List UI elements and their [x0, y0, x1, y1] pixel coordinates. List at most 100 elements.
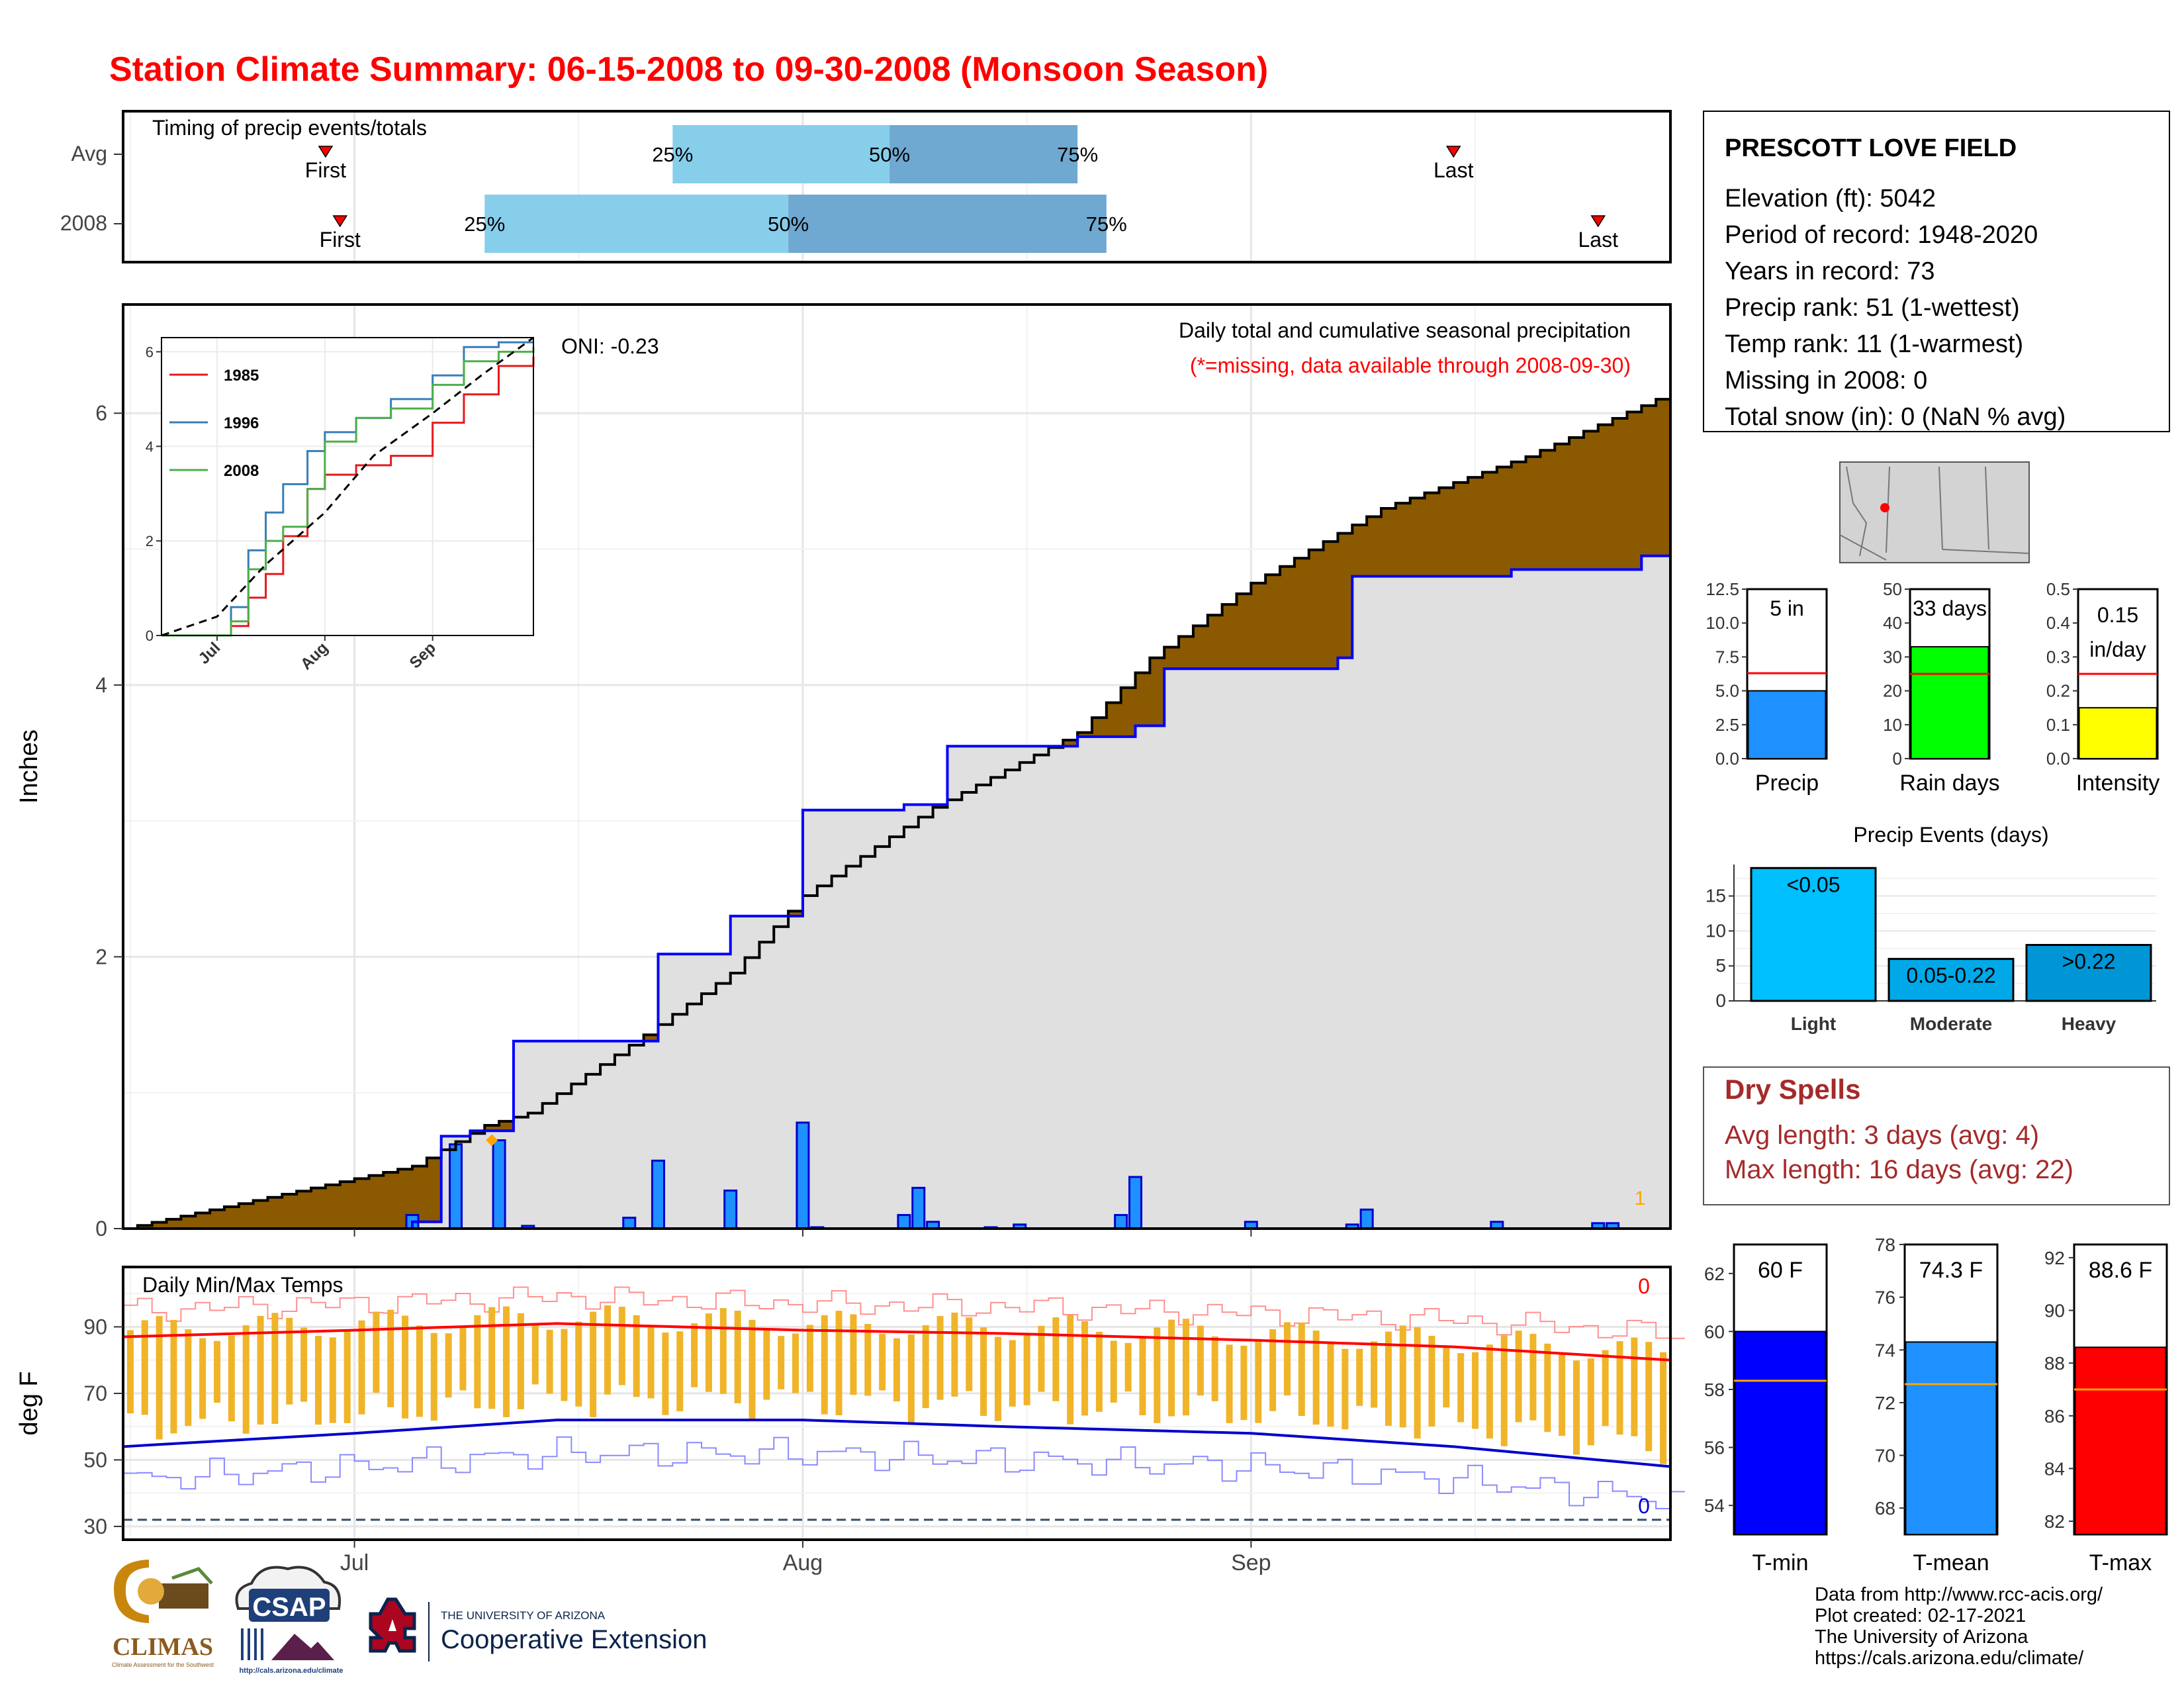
mini-bar-tick-label: 0.0 [1715, 749, 1739, 769]
daily-temp-range-bar [503, 1306, 510, 1417]
timing-last-label: Last [1578, 228, 1619, 252]
daily-temp-range-bar [1038, 1325, 1045, 1392]
mini-bar-value-0 [1747, 690, 1827, 759]
mini-bar-tick-label: 0.0 [2046, 749, 2070, 769]
temp-panel: 30 50 70 90 deg F Daily Min/Max Temps 0 0 J… [15, 1266, 1685, 1575]
temp-ytick-label: 70 [83, 1382, 107, 1405]
temp-summary-tick-label: 58 [1704, 1380, 1725, 1400]
daily-temp-range-bar [257, 1315, 264, 1425]
events-tick-label: 10 [1706, 920, 1726, 941]
daily-precip-bar [651, 1159, 665, 1230]
daily-temp-range-bar [734, 1311, 741, 1403]
inset-xtick-label: Jul [195, 639, 224, 668]
station-line: Total snow (in): 0 (NaN % avg) [1725, 403, 2066, 431]
dry-spells-max: Max length: 16 days (avg: 22) [1725, 1155, 2073, 1184]
mini-bar-tick-label: 0 [1893, 749, 1902, 769]
timing-first-marker [318, 146, 334, 158]
daily-temp-range-bar [271, 1313, 279, 1425]
daily-temp-range-bar [242, 1325, 250, 1434]
mini-bar-tick-label: 0.4 [2046, 613, 2070, 633]
daily-temp-range-bar [662, 1333, 669, 1415]
deficit-area [195, 1213, 210, 1229]
deficit-area [1612, 418, 1628, 570]
dry-spells-avg: Avg length: 3 days (avg: 4) [1725, 1121, 2039, 1150]
page-title: Station Climate Summary: 06-15-2008 to 0… [109, 50, 1268, 89]
mini-bar-tick-label: 20 [1883, 681, 1902, 701]
record-high-count: 0 [1638, 1274, 1650, 1298]
credit-line: Plot created: 02-17-2021 [1815, 1605, 2026, 1626]
timing-p50-label: 50% [768, 212, 809, 236]
deficit-area [1468, 477, 1483, 577]
deficit-area [354, 1178, 370, 1229]
deficit-area [1453, 482, 1469, 577]
record-low-line [123, 1436, 1685, 1510]
daily-precip-bar [897, 1213, 911, 1230]
deficit-area [311, 1188, 326, 1229]
daily-temp-range-bar [936, 1315, 944, 1400]
daily-temp-range-bar [1515, 1331, 1522, 1423]
mini-bar-value-2 [2078, 707, 2158, 759]
timing-heading: Timing of precip events/totals [152, 116, 427, 140]
deficit-area [1381, 508, 1396, 577]
daily-temp-range-bar [329, 1337, 336, 1423]
daily-temp-range-bar [286, 1317, 293, 1405]
mini-bar-category-label: Rain days [1899, 771, 1999, 796]
daily-temp-range-bar [778, 1336, 785, 1389]
mini-bar-tick-label: 0.3 [2046, 647, 2070, 667]
deficit-area [166, 1219, 182, 1229]
deficit-area [1120, 687, 1136, 737]
precip-panel-frame [122, 303, 1672, 1230]
deficit-area [398, 1169, 413, 1229]
temp-summary-tick-label: 70 [1875, 1446, 1895, 1466]
temp-summary-value-label: 60 F [1758, 1258, 1803, 1283]
precip-event-bar-label: >0.22 [2062, 949, 2116, 973]
credit-line: Data from http://www.rcc-acis.org/ [1815, 1584, 2103, 1605]
deficit-area [282, 1194, 297, 1229]
mini-bar-category-label: Intensity [2076, 771, 2160, 796]
inset-average-line [161, 336, 534, 637]
daily-temp-range-bar [1645, 1342, 1653, 1452]
daily-temp-range-bar [1211, 1336, 1218, 1401]
deficit-area [1222, 604, 1238, 669]
deficit-area [1338, 533, 1353, 658]
daily-temp-range-bar [705, 1313, 712, 1392]
deficit-area [1063, 739, 1078, 747]
events-tick-label: 0 [1715, 990, 1726, 1011]
daily-temp-range-bar [763, 1330, 770, 1400]
ua-small-text: THE UNIVERSITY OF ARIZONA [441, 1609, 606, 1622]
comparison-inset: 0 2 4 6 Jul Aug Sep 1985 1996 2008 [146, 336, 535, 673]
daily-temp-range-bar [1602, 1350, 1609, 1427]
precip-event-category: Light [1791, 1013, 1836, 1034]
daily-temp-range-bar [1240, 1345, 1248, 1421]
timing-p25-label: 25% [464, 212, 505, 236]
temp-summary-category-label: T-mean [1913, 1550, 1989, 1575]
temp-summary-tick-label: 78 [1875, 1235, 1895, 1255]
avg-max-temp-line [122, 1322, 1671, 1362]
record-high-line [123, 1286, 1685, 1339]
timing-p25-label: 25% [652, 143, 693, 166]
timing-last-marker [1445, 146, 1461, 158]
station-line: Precip rank: 51 (1-wettest) [1725, 294, 2020, 322]
daily-temp-range-bar [1342, 1348, 1349, 1430]
daily-temp-range-bar [430, 1333, 437, 1421]
precip-event-bar-moderate [1888, 958, 2015, 1002]
daily-temp-range-bar [835, 1311, 842, 1416]
precip-events-chart: Precip Events (days) 0 5 10 15 <0.05 Light 0.0… [1706, 823, 2156, 1034]
daily-temp-range-bar [922, 1325, 929, 1409]
daily-temp-range-bar [185, 1329, 192, 1427]
mini-bar-value-unit: in/day [2089, 637, 2146, 661]
deficit-area [1265, 575, 1281, 669]
daily-temp-range-bar [1472, 1352, 1479, 1429]
daily-temp-range-bar [1081, 1321, 1089, 1416]
precip-event-category: Heavy [2062, 1013, 2116, 1034]
precip-heading: Daily total and cumulative seasonal prec… [1179, 318, 1631, 342]
precip-missing-note: (*=missing, data available through 2008-… [1190, 353, 1631, 377]
inset-legend-label: 1996 [224, 414, 259, 432]
daily-temp-range-bar [1486, 1344, 1493, 1439]
daily-temp-range-bar [1443, 1346, 1450, 1408]
timing-last-marker [1590, 215, 1606, 228]
temp-ytick-label: 30 [83, 1515, 107, 1538]
inset-ytick-label: 0 [146, 628, 154, 644]
timing-p75-label: 75% [1057, 143, 1098, 166]
observed-cumulative-line [123, 554, 1670, 1230]
